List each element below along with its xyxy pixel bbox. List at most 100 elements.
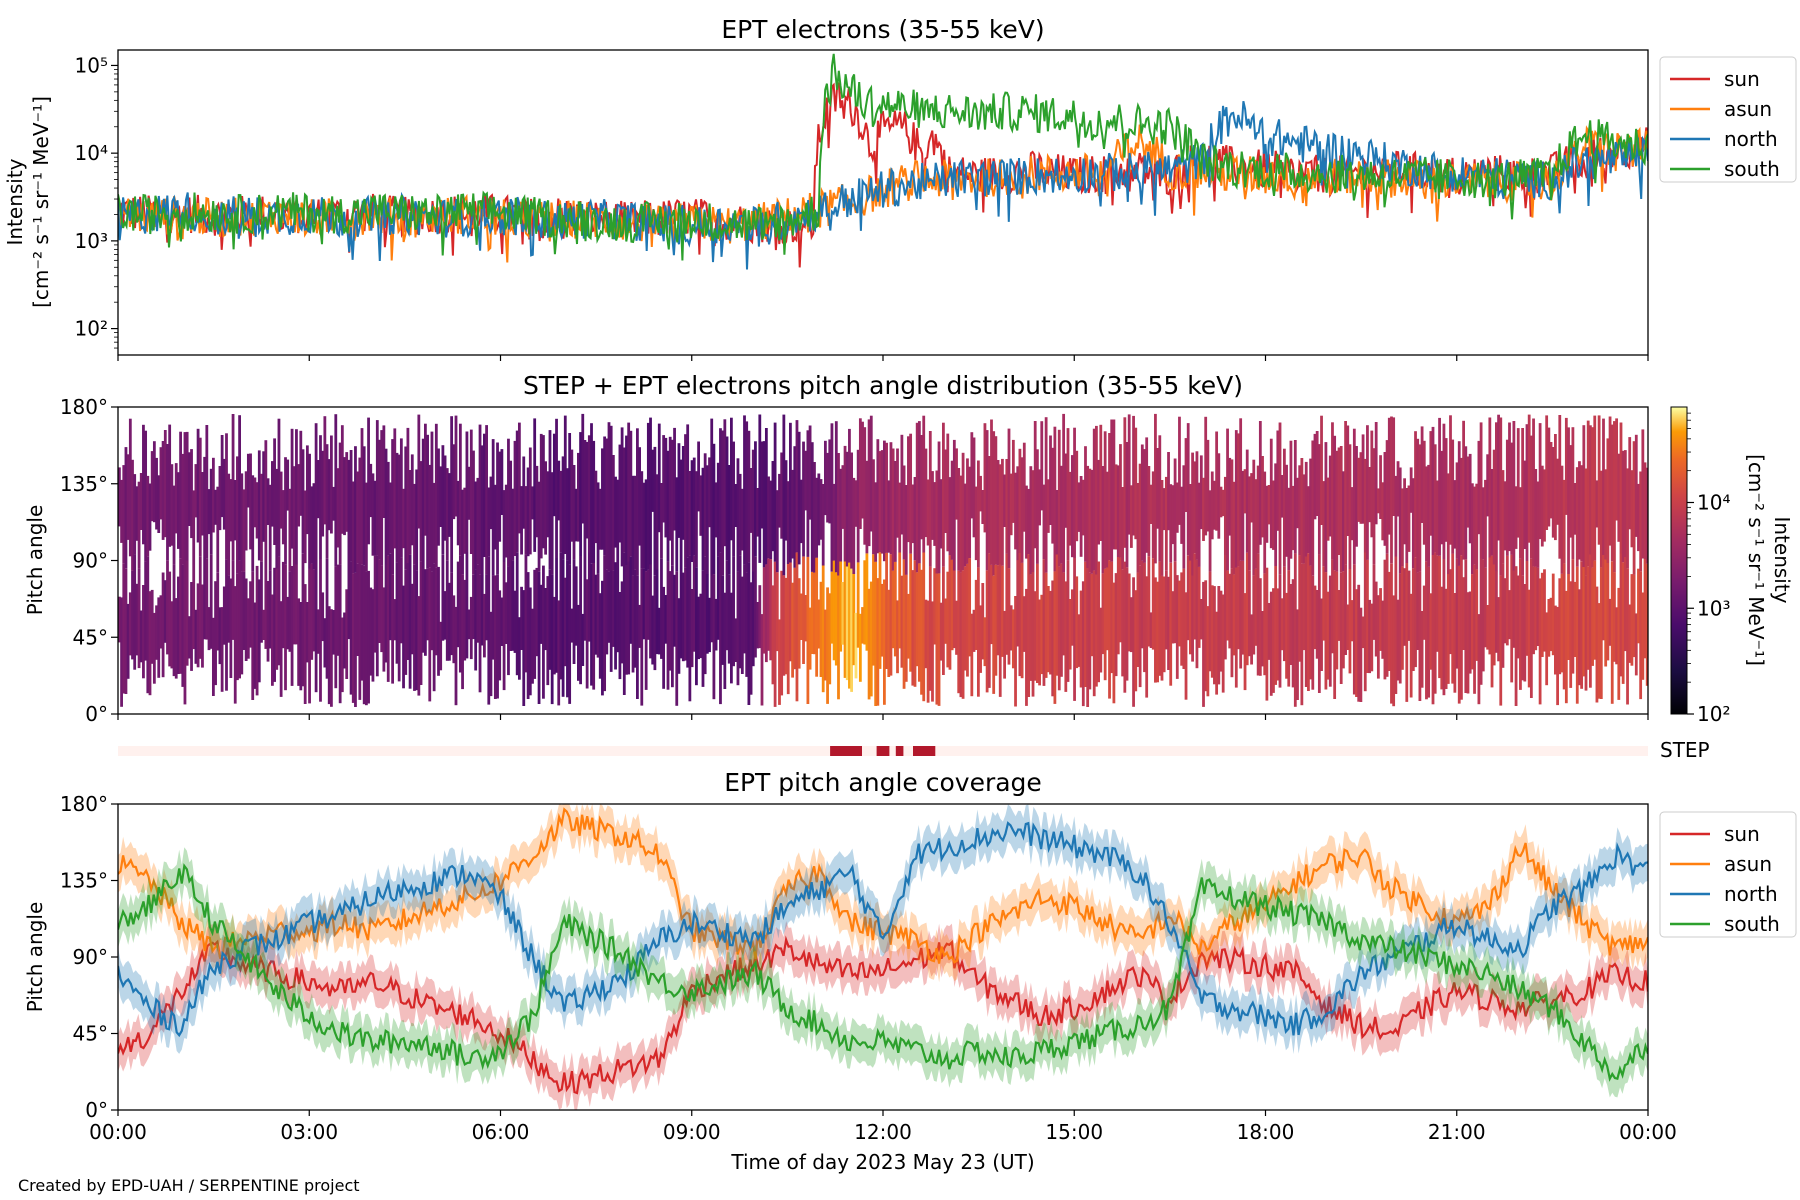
heatmap-cell [369,587,373,676]
heatmap-cell [419,461,423,562]
heatmap-cell [583,559,587,641]
heatmap-cell [231,414,235,561]
heatmap-cell [1582,425,1586,567]
heatmap-cell [1051,447,1055,544]
heatmap-cell [1320,415,1323,525]
heatmap-cell [1505,439,1509,556]
heatmap-cell [723,419,727,547]
heatmap-cell [817,599,821,649]
heatmap-cell [458,423,462,556]
heatmap-cell [384,564,388,663]
heatmap-cell [249,453,252,550]
heatmap-cell [1599,567,1603,699]
heatmap-cell [574,488,578,542]
pitch-coverage-panel: EPT pitch angle coverage 0° 45° 90° 135° 180… [23,768,1797,1144]
heatmap-cell [1221,489,1225,517]
heatmap-cell [778,619,781,705]
heatmap-cell [673,574,676,647]
heatmap-cell [581,413,585,524]
heatmap-cell [804,450,808,511]
heatmap-cell [933,568,937,645]
heatmap-cell [391,439,394,575]
heatmap-cell [1344,421,1347,565]
heatmap-cell [714,598,718,651]
heatmap-cell [1239,560,1243,669]
heatmap-cell [277,418,281,557]
heatmap-cell [1551,573,1555,656]
heatmap-cell [378,439,381,560]
heatmap-cell [1140,560,1144,649]
heatmap-cell [172,485,176,565]
heatmap-cell [301,449,305,554]
heatmap-cell [614,562,617,670]
heatmap-cell [627,422,631,562]
heatmap-cell [688,471,692,556]
heatmap-cell [581,613,585,666]
heatmap-cell [1320,598,1323,671]
heatmap-cell [1136,572,1140,667]
heatmap-cell [1613,572,1616,662]
heatmap-cell [1269,438,1273,549]
heatmap-cell [1189,560,1192,655]
heatmap-cell [944,449,947,533]
heatmap-cell [1204,416,1208,536]
heatmap-cell [686,424,690,558]
heatmap-cell [1199,455,1203,530]
heatmap-cell [537,571,541,704]
heatmap-cell [1077,482,1081,532]
heatmap-cell [1525,424,1529,561]
heatmap-cell [489,476,493,530]
heatmap-cell [1433,444,1437,553]
heatmap-cell [152,441,156,523]
heatmap-cell [1046,479,1050,533]
pitch-distribution-heatmap [118,413,1648,707]
heatmap-cell [253,477,257,528]
heatmap-cell [1372,564,1376,640]
heatmap-cell [625,435,628,565]
heatmap-cell [360,564,364,681]
heatmap-cell [933,482,937,546]
heatmap-cell [1237,433,1240,567]
heatmap-cell [1274,566,1278,685]
intensity-series [118,53,1648,270]
heatmap-cell [133,554,137,670]
heatmap-cell [1049,435,1052,525]
heatmap-cell [1208,571,1212,672]
heatmap-cell [1018,553,1022,677]
heatmap-cell [159,595,163,649]
heatmap-cell [839,468,843,562]
heatmap-cell [421,438,425,568]
heatmap-cell [308,568,311,704]
pitch-distribution-panel: STEP + EPT electrons pitch angle distrib… [23,371,1794,726]
heatmap-cell [830,571,834,644]
heatmap-cell [1558,415,1562,559]
heatmap-cell [502,490,506,562]
heatmap-cell [611,570,615,647]
heatmap-cell [483,433,486,557]
heatmap-cell [1621,562,1625,684]
heatmap-cell [922,552,926,702]
heatmap-cell [314,423,318,567]
heatmap-cell [708,597,711,653]
coverage-band-south [118,847,1648,1098]
heatmap-cell [1475,483,1479,570]
heatmap-cell [869,581,873,697]
heatmap-cell [1383,559,1387,680]
heatmap-cell [242,571,246,650]
heatmap-cell [1025,485,1028,559]
heatmap-cell [1311,440,1315,576]
heatmap-cell [1250,473,1253,523]
heatmap-cell [434,567,438,656]
heatmap-cell [795,552,799,702]
heatmap-cell [852,574,856,666]
heatmap-cell [327,606,331,705]
heatmap-cell [1536,567,1540,646]
heatmap-cell [926,600,930,703]
heatmap-cell [1105,567,1109,651]
heatmap-cell [334,414,338,567]
heatmap-cell [1366,559,1369,673]
heatmap-cell [913,560,917,687]
heatmap-cell [389,553,392,641]
heatmap-cell [1545,415,1549,530]
heatmap-cell [454,606,458,706]
